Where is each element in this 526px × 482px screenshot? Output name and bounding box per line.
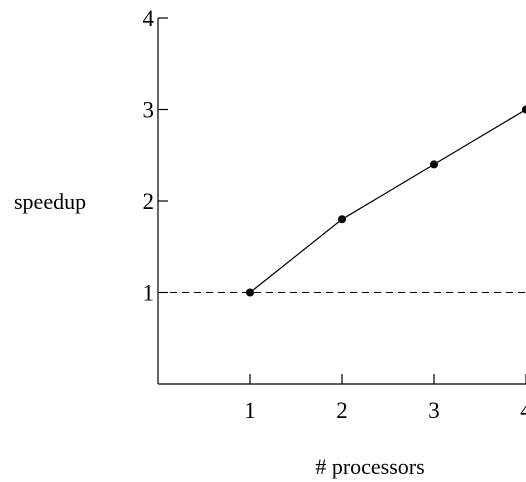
x-tick-label: 2 <box>336 398 348 423</box>
data-point <box>522 105 526 114</box>
y-axis-title: speedup <box>14 189 86 214</box>
y-tick-label: 3 <box>143 98 155 123</box>
x-axis-title: # processors <box>315 454 424 479</box>
y-tick-label: 4 <box>143 6 155 31</box>
x-tick-label: 1 <box>244 398 256 423</box>
y-tick-label: 2 <box>143 189 155 214</box>
y-tick-label: 1 <box>143 281 155 306</box>
data-point <box>338 215 346 224</box>
x-tick-label: 4 <box>520 398 526 423</box>
speedup-series-line <box>249 108 526 293</box>
data-point <box>246 288 254 297</box>
x-tick-label: 3 <box>428 398 440 423</box>
data-point <box>430 160 438 169</box>
